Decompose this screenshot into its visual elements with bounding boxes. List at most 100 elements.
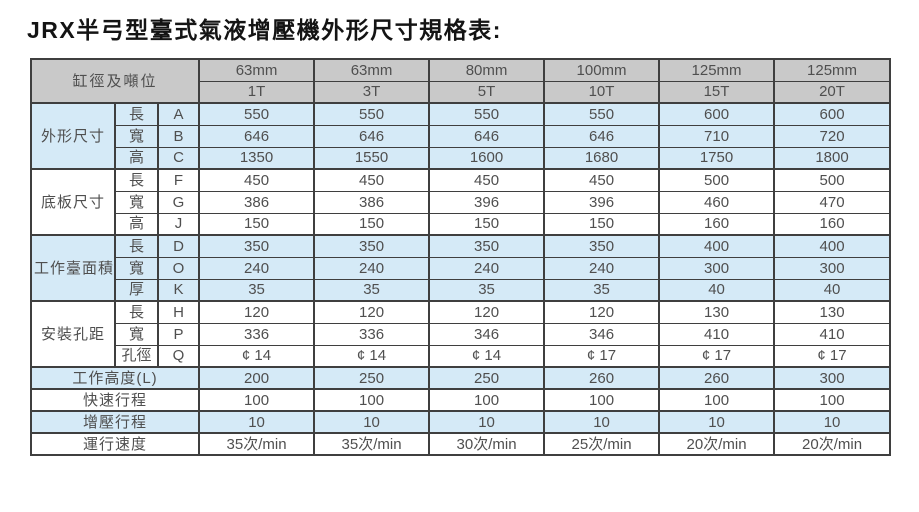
value-cell: 20次/min: [773, 432, 892, 456]
value-cell: 150: [198, 212, 316, 236]
value-cell: 1680: [543, 146, 661, 170]
header-row-diameters: 缸徑及噸位 63mm 63mm 80mm 100mm 125mm 125mm: [29, 58, 892, 104]
footer-label: 工作高度(L): [29, 366, 201, 390]
value-cell: 100: [198, 388, 316, 412]
corner-label: 缸徑及噸位: [29, 58, 201, 104]
value-cell: 550: [543, 102, 661, 126]
value-cell: 400: [658, 234, 776, 258]
value-cell: 450: [313, 168, 431, 192]
code-label: C: [156, 146, 201, 170]
value-cell: 25次/min: [543, 432, 661, 456]
dim-label: 寬: [114, 322, 159, 346]
value-cell: 160: [773, 212, 892, 236]
value-cell: 400: [773, 234, 892, 258]
value-cell: 240: [543, 256, 661, 280]
value-cell: 386: [313, 190, 431, 214]
value-cell: 460: [658, 190, 776, 214]
value-cell: 160: [658, 212, 776, 236]
dim-label: 寬: [114, 124, 159, 148]
value-cell: 35: [198, 278, 316, 302]
code-label: P: [156, 322, 201, 346]
value-cell: ¢ 17: [773, 344, 892, 368]
value-cell: 350: [543, 234, 661, 258]
value-cell: 386: [198, 190, 316, 214]
value-cell: 1550: [313, 146, 431, 170]
value-cell: 300: [773, 256, 892, 280]
table-row: 寬 P 336 336 346 346 410 410: [31, 322, 892, 346]
table-row: 寬 G 386 386 396 396 460 470: [31, 190, 892, 214]
value-cell: 350: [198, 234, 316, 258]
value-cell: 240: [313, 256, 431, 280]
header-cell-diameter: 63mm: [313, 58, 431, 82]
value-cell: 346: [543, 322, 661, 346]
value-cell: 150: [313, 212, 431, 236]
table-row: 寬 O 240 240 240 240 300 300: [31, 256, 892, 280]
table-row: 工作臺面積 長 D 350 350 350 350 400 400: [30, 234, 892, 302]
value-cell: 450: [428, 168, 546, 192]
code-label: H: [156, 300, 201, 324]
value-cell: 336: [313, 322, 431, 346]
header-cell-diameter: 63mm: [198, 58, 316, 82]
header-cell-tonnage: 3T: [313, 80, 431, 104]
table-row: 運行速度 35次/min 35次/min 30次/min 25次/min 20次…: [29, 432, 892, 456]
code-label: J: [156, 212, 201, 236]
value-cell: 350: [428, 234, 546, 258]
header-cell-tonnage: 1T: [198, 80, 316, 104]
value-cell: 240: [198, 256, 316, 280]
value-cell: 10: [773, 410, 892, 434]
table-row: 外形尺寸 長 A 550 550 550 550 600 600: [30, 102, 892, 170]
header-cell-tonnage: 20T: [773, 80, 892, 104]
value-cell: 470: [773, 190, 892, 214]
table-row: 高 C 1350 1550 1600 1680 1750 1800: [31, 146, 892, 170]
value-cell: 260: [543, 366, 661, 390]
dim-label: 長: [114, 234, 159, 258]
value-cell: 100: [543, 388, 661, 412]
value-cell: 550: [313, 102, 431, 126]
value-cell: 500: [773, 168, 892, 192]
value-cell: 1800: [773, 146, 892, 170]
value-cell: ¢ 17: [658, 344, 776, 368]
value-cell: 120: [313, 300, 431, 324]
value-cell: 1750: [658, 146, 776, 170]
value-cell: 600: [658, 102, 776, 126]
value-cell: 130: [658, 300, 776, 324]
value-cell: 300: [658, 256, 776, 280]
footer-label: 增壓行程: [29, 410, 201, 434]
dim-label: 長: [114, 300, 159, 324]
page-title: JRX半弓型臺式氣液增壓機外形尺寸規格表:: [27, 17, 502, 43]
code-label: A: [156, 102, 201, 126]
value-cell: ¢ 14: [198, 344, 316, 368]
group-label: 安裝孔距: [30, 300, 116, 368]
header-row-tonnages: 1T 3T 5T 10T 15T 20T: [31, 80, 892, 104]
value-cell: 35: [313, 278, 431, 302]
spec-table: 缸徑及噸位 63mm 63mm 80mm 100mm 125mm 125mm 1…: [29, 58, 892, 456]
value-cell: 396: [428, 190, 546, 214]
code-label: B: [156, 124, 201, 148]
value-cell: 710: [658, 124, 776, 148]
value-cell: 396: [543, 190, 661, 214]
dim-label: 高: [114, 212, 159, 236]
value-cell: 100: [428, 388, 546, 412]
table-row: 安裝孔距 長 H 120 120 120 120 130 130: [30, 300, 892, 368]
value-cell: 130: [773, 300, 892, 324]
group-label: 工作臺面積: [30, 234, 116, 302]
value-cell: ¢ 14: [313, 344, 431, 368]
header-cell-diameter: 125mm: [658, 58, 776, 82]
value-cell: 260: [658, 366, 776, 390]
value-cell: 10: [428, 410, 546, 434]
value-cell: 35: [428, 278, 546, 302]
value-cell: 120: [543, 300, 661, 324]
dim-label: 孔徑: [114, 344, 159, 368]
value-cell: 30次/min: [428, 432, 546, 456]
table-row: 厚 K 35 35 35 35 40 40: [31, 278, 892, 302]
value-cell: 410: [773, 322, 892, 346]
code-label: F: [156, 168, 201, 192]
dim-label: 寬: [114, 256, 159, 280]
value-cell: 250: [428, 366, 546, 390]
code-label: Q: [156, 344, 201, 368]
value-cell: 10: [543, 410, 661, 434]
code-label: O: [156, 256, 201, 280]
value-cell: 500: [658, 168, 776, 192]
value-cell: 100: [773, 388, 892, 412]
value-cell: 35: [543, 278, 661, 302]
